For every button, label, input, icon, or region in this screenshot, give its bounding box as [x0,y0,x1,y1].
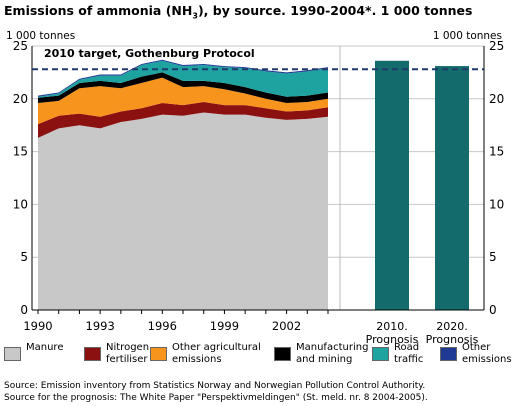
y-tick-label-right: 20 [489,92,504,106]
y-tick-label-left: 15 [13,145,28,159]
prognosis-label: Prognosis [366,333,419,345]
legend-label: Manufacturing and mining [296,342,369,365]
legend-swatch [150,347,167,361]
y-tick-label-left: 20 [13,92,28,106]
prognosis-label: 2020. [436,320,468,333]
y-tick-label-right: 25 [489,39,504,53]
x-tick-label: 1993 [86,319,115,333]
y-tick-label-left: 25 [13,39,28,53]
y-tick-label-right: 15 [489,145,504,159]
x-tick-label: 1999 [210,319,239,333]
y-tick-label-right: 0 [489,303,497,317]
legend-label: Other agricultural emissions [172,342,261,365]
area-manure [38,112,328,310]
legend-label: Road traffic [394,342,424,365]
x-tick-label: 2002 [272,319,301,333]
y-tick-label-left: 10 [13,197,28,211]
y-axis-unit-right: 1 000 tonnes [432,30,502,42]
source-line: Source for the prognosis: The White Pape… [4,393,428,403]
prognosis-bar [375,60,409,311]
legend-swatch [4,347,21,361]
source-notes: Source: Emission inventory from Statisti… [4,380,428,404]
y-tick-label-left: 5 [20,250,28,264]
prognosis-label: Prognosis [426,333,479,345]
legend-swatch [440,347,457,361]
y-tick-label-right: 5 [489,250,497,264]
prognosis-bar [435,66,469,311]
x-tick-label: 1996 [148,319,177,333]
prognosis-label: 2010. [376,320,408,333]
legend-label: Nitrogen fertiliser [106,342,150,365]
y-axis-unit-left: 1 000 tonnes [6,30,76,42]
target-label: 2010 target, Gothenburg Protocol [44,47,255,60]
x-tick-label: 1990 [23,319,52,333]
y-tick-label-left: 0 [20,303,28,317]
legend-label: Other emissions [462,342,512,365]
chart-title: Emissions of ammonia (NH3), by source. 1… [4,3,473,21]
legend-swatch [84,347,101,361]
area-other-agricultural-emissions [38,77,328,125]
area-nitrogen-fertiliser [38,101,328,138]
legend-swatch [274,347,291,361]
y-tick-label-right: 10 [489,197,504,211]
area-manufacturing-and-mining [38,72,328,104]
legend-label: Manure [26,342,64,353]
source-line: Source: Emission inventory from Statisti… [4,381,426,391]
emissions-chart: 0 0 5 5 10 10 15 15 20 20 25 25 1990 1993 1996 1999 2002… [13,39,505,345]
legend: Manure Nitrogen fertiliser Other agricult… [4,342,512,378]
legend-swatch [372,347,389,361]
